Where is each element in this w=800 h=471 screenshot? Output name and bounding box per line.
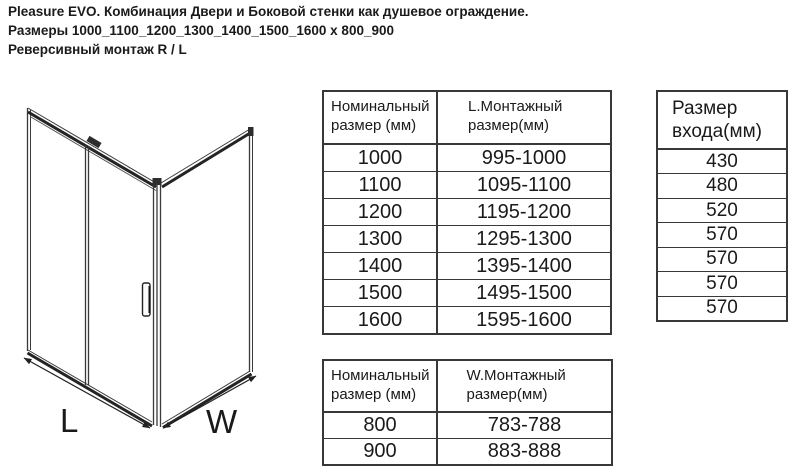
- roller-bracket: [86, 135, 102, 149]
- nominal-size-header: Номинальный размер (мм): [324, 361, 438, 411]
- nominal-size-cell: 1300: [324, 226, 438, 252]
- door-handle: [141, 282, 151, 317]
- table-row: 1500 1495-1500: [324, 279, 610, 306]
- length-table-header-row: Номинальный размер (мм) L.Монтажный разм…: [324, 92, 610, 145]
- table-row: 430: [658, 150, 786, 173]
- entry-table-rows: 430 480 520 570 570 570 570: [658, 150, 786, 320]
- table-row: 520: [658, 197, 786, 222]
- side-top-cap: [248, 127, 254, 136]
- width-dimension-arrow: [162, 375, 257, 429]
- nominal-size-cell: 1000: [324, 145, 438, 171]
- length-table-rows: 1000 995-1000 1100 1095-1100 1200 1195-1…: [324, 145, 610, 333]
- mounting-size-cell: 883-888: [487, 440, 562, 462]
- shower-enclosure-drawing: L W: [23, 107, 257, 440]
- table-row: 1000 995-1000: [324, 145, 610, 171]
- table-row: 570: [658, 271, 786, 295]
- entry-size-cell: 520: [706, 199, 738, 221]
- mounting-size-cell: 1595-1600: [476, 308, 572, 331]
- entry-table-header-row: Размер входа(мм): [658, 92, 786, 150]
- mounting-size-cell: 1295-1300: [476, 227, 572, 250]
- table-row: 1200 1195-1200: [324, 198, 610, 225]
- nominal-size-cell: 1400: [324, 253, 438, 279]
- entry-size-cell: 570: [706, 223, 738, 245]
- entry-size-cell: 480: [706, 175, 738, 197]
- width-size-table: Номинальный размер (мм) W.Монтажный разм…: [322, 359, 613, 466]
- header-line-3: Реверсивный монтаж R / L: [8, 41, 187, 57]
- mounting-size-cell: 1195-1200: [476, 200, 572, 223]
- nominal-size-cell: 900: [324, 439, 438, 464]
- table-row: 900 883-888: [324, 438, 611, 464]
- entry-size-cell: 430: [706, 150, 738, 172]
- nominal-size-cell: 1100: [324, 172, 438, 198]
- table-row: 1400 1395-1400: [324, 252, 610, 279]
- table-row: 570: [658, 295, 786, 320]
- width-table-rows: 800 783-788 900 883-888: [324, 413, 611, 464]
- w-mounting-size-header: W.Монтажный размер(мм): [466, 367, 566, 403]
- nominal-size-header: Номинальный размер (мм): [324, 92, 438, 143]
- table-row: 570: [658, 222, 786, 246]
- mounting-size-cell: 783-788: [487, 414, 562, 436]
- length-label: L: [60, 402, 78, 439]
- entry-size-header: Размер входа(мм): [672, 98, 762, 142]
- header-line-1: Pleasure EVO. Комбинация Двери и Боковой…: [8, 4, 529, 19]
- header-line-2: Размеры 1000_1100_1200_1300_1400_1500_16…: [8, 22, 394, 38]
- nominal-size-cell: 1500: [324, 280, 438, 306]
- l-mounting-size-header: L.Монтажный размер(мм): [468, 98, 563, 134]
- nominal-size-cell: 1200: [324, 199, 438, 225]
- mounting-size-cell: 1095-1100: [476, 173, 572, 196]
- width-label: W: [206, 403, 238, 440]
- mounting-size-cell: 995-1000: [481, 146, 567, 169]
- table-row: 480: [658, 173, 786, 197]
- table-row: 1600 1595-1600: [324, 306, 610, 333]
- length-dimension-arrow: [23, 357, 151, 429]
- entry-size-cell: 570: [706, 297, 738, 319]
- front-panel-outline: [26, 107, 158, 428]
- entry-size-table: Размер входа(мм) 430 480 520 570 570 570…: [656, 90, 788, 322]
- width-table-header-row: Номинальный размер (мм) W.Монтажный разм…: [324, 361, 611, 413]
- mounting-size-cell: 1395-1400: [476, 254, 572, 277]
- table-row: 1300 1295-1300: [324, 225, 610, 252]
- table-row: 570: [658, 246, 786, 271]
- table-row: 800 783-788: [324, 413, 611, 438]
- corner-post-cap: [152, 178, 162, 185]
- dimension-arrows: [23, 357, 257, 429]
- table-row: 1100 1095-1100: [324, 171, 610, 198]
- mounting-size-cell: 1495-1500: [476, 281, 572, 304]
- entry-size-cell: 570: [706, 272, 738, 294]
- entry-size-cell: 570: [706, 248, 738, 270]
- page-header: Pleasure EVO. Комбинация Двери и Боковой…: [8, 3, 528, 59]
- length-size-table: Номинальный размер (мм) L.Монтажный разм…: [322, 90, 612, 335]
- nominal-size-cell: 1600: [324, 307, 438, 333]
- nominal-size-cell: 800: [324, 413, 438, 438]
- side-panel-outline: [159, 128, 253, 429]
